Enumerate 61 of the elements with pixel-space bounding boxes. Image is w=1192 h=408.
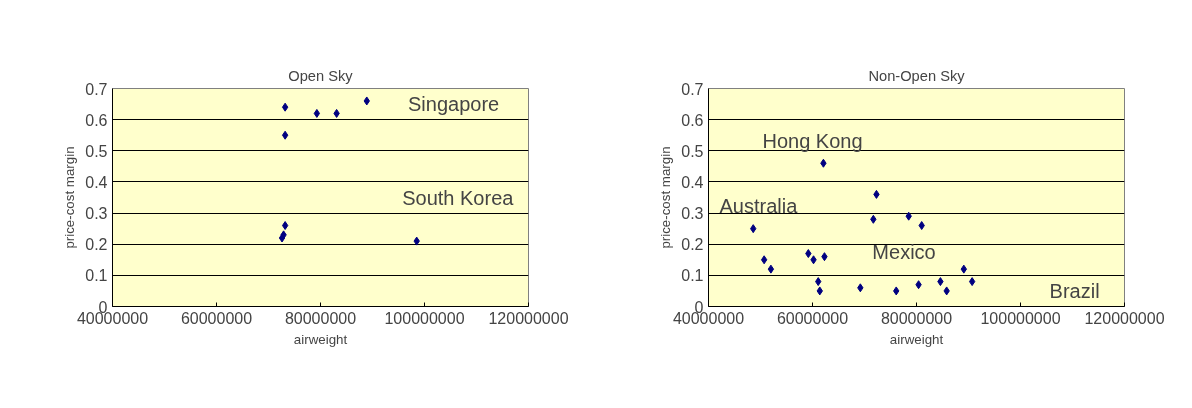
point bbox=[805, 249, 812, 259]
y-tick-label: 0.6 bbox=[681, 111, 704, 129]
x-tick-label: 100000000 bbox=[384, 309, 465, 327]
point bbox=[820, 158, 827, 168]
point bbox=[413, 236, 420, 246]
point bbox=[821, 252, 828, 262]
point bbox=[870, 214, 877, 224]
x-tick-label: 120000000 bbox=[1084, 309, 1165, 327]
x-tick-label: 80000000 bbox=[880, 309, 953, 327]
annotation: Hong Kong bbox=[762, 129, 863, 152]
point bbox=[281, 221, 289, 231]
y-tick-label: 0.3 bbox=[85, 205, 108, 223]
x-tick-label: 120000000 bbox=[488, 309, 569, 327]
y-tick-label: 0.4 bbox=[85, 173, 108, 191]
y-axis-title: price-cost margin bbox=[62, 146, 78, 249]
point bbox=[968, 277, 976, 287]
annotation: Australia bbox=[719, 195, 799, 218]
x-tick-label: 100000000 bbox=[980, 309, 1061, 327]
point bbox=[750, 224, 757, 234]
point bbox=[363, 96, 370, 106]
annotation: Mexico bbox=[872, 241, 936, 263]
point bbox=[915, 280, 922, 290]
chart-title: Non-Open Sky bbox=[868, 67, 966, 84]
y-tick-label: 0.2 bbox=[85, 236, 108, 254]
annotation: South Korea bbox=[402, 186, 515, 209]
point bbox=[767, 264, 775, 274]
point bbox=[857, 283, 864, 293]
y-tick-label: 0.4 bbox=[681, 173, 704, 191]
point bbox=[893, 286, 900, 296]
y-axis-title: price-cost margin bbox=[658, 146, 674, 249]
chart-title: Open Sky bbox=[288, 67, 354, 84]
y-tick-label: 0.7 bbox=[85, 80, 108, 98]
point bbox=[281, 130, 289, 140]
x-axis-title: airweight bbox=[293, 331, 348, 347]
annotation: Brazil bbox=[1049, 280, 1100, 303]
y-tick-label: 0.2 bbox=[681, 236, 704, 254]
point bbox=[333, 108, 340, 118]
point bbox=[960, 264, 967, 274]
y-tick-label: 0.7 bbox=[681, 80, 704, 98]
y-tick-label: 0.5 bbox=[681, 142, 704, 160]
point bbox=[816, 286, 823, 296]
point bbox=[873, 189, 880, 199]
point bbox=[943, 286, 950, 296]
point bbox=[937, 277, 944, 287]
point bbox=[905, 211, 912, 221]
x-tick-label: 80000000 bbox=[284, 309, 357, 327]
annotation: Singapore bbox=[408, 92, 500, 115]
x-tick-label: 60000000 bbox=[776, 309, 849, 327]
point bbox=[281, 102, 289, 112]
point bbox=[810, 255, 817, 265]
x-tick-label: 60000000 bbox=[180, 309, 253, 327]
y-tick-label: 0.6 bbox=[85, 111, 108, 129]
y-tick-label: 0.5 bbox=[85, 142, 108, 160]
y-tick-label: 0.1 bbox=[85, 267, 108, 285]
y-tick-label: 0.1 bbox=[681, 267, 704, 285]
point bbox=[918, 221, 925, 231]
point bbox=[815, 277, 822, 287]
x-axis-title: airweight bbox=[889, 331, 944, 347]
point bbox=[313, 108, 321, 118]
y-tick-label: 0.3 bbox=[681, 205, 704, 223]
point bbox=[760, 255, 768, 265]
